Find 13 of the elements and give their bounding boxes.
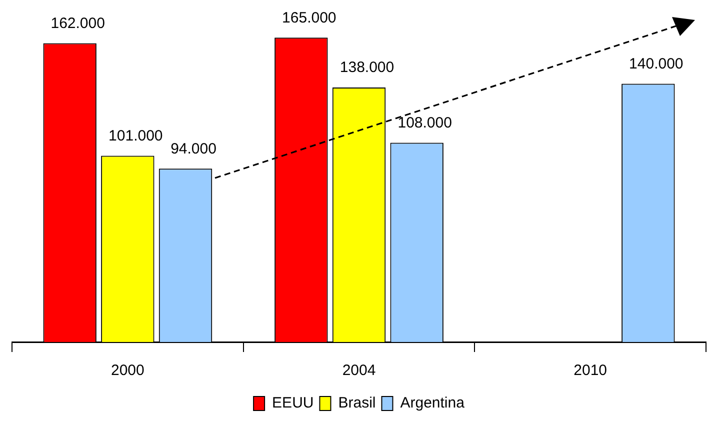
data-label: 108.000 xyxy=(398,114,452,132)
data-label: 162.000 xyxy=(50,14,105,32)
x-tick-label: 2000 xyxy=(110,362,144,380)
data-label: 138.000 xyxy=(340,59,394,76)
data-label: 165.000 xyxy=(282,9,336,26)
x-tick-label: 2004 xyxy=(342,362,376,380)
x-tick-label: 2010 xyxy=(574,362,608,380)
data-label: 140.000 xyxy=(629,55,684,72)
data-label: 101.000 xyxy=(108,127,163,144)
legend-label: EEUU xyxy=(272,394,314,412)
legend-label: Brasil xyxy=(338,394,376,412)
legend-label: Argentina xyxy=(400,394,466,412)
data-label: 94.000 xyxy=(170,140,216,158)
